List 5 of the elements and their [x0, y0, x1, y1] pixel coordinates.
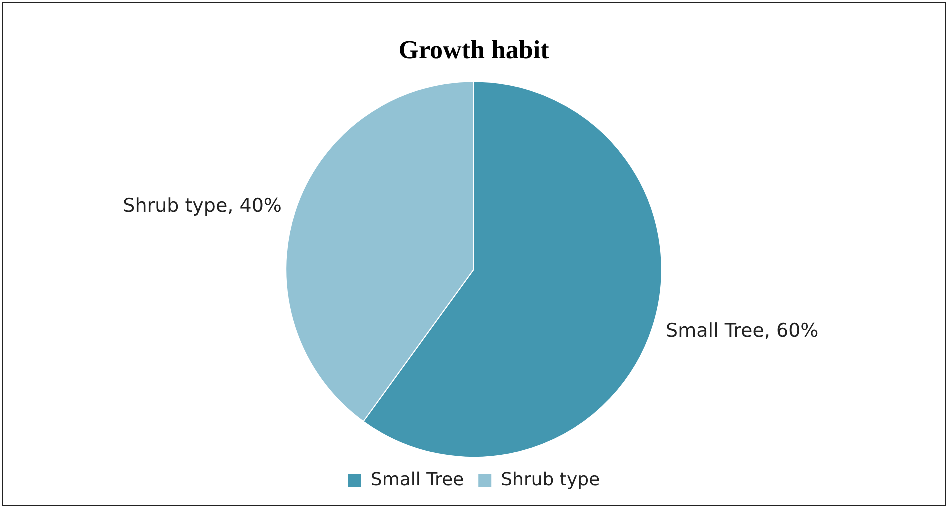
legend-label: Shrub type — [501, 470, 600, 491]
data-label: Small Tree, 60% — [666, 320, 819, 342]
data-label: Shrub type, 40% — [123, 195, 282, 218]
legend-label: Small Tree — [370, 470, 464, 491]
chart-title: Growth habit — [398, 35, 550, 64]
